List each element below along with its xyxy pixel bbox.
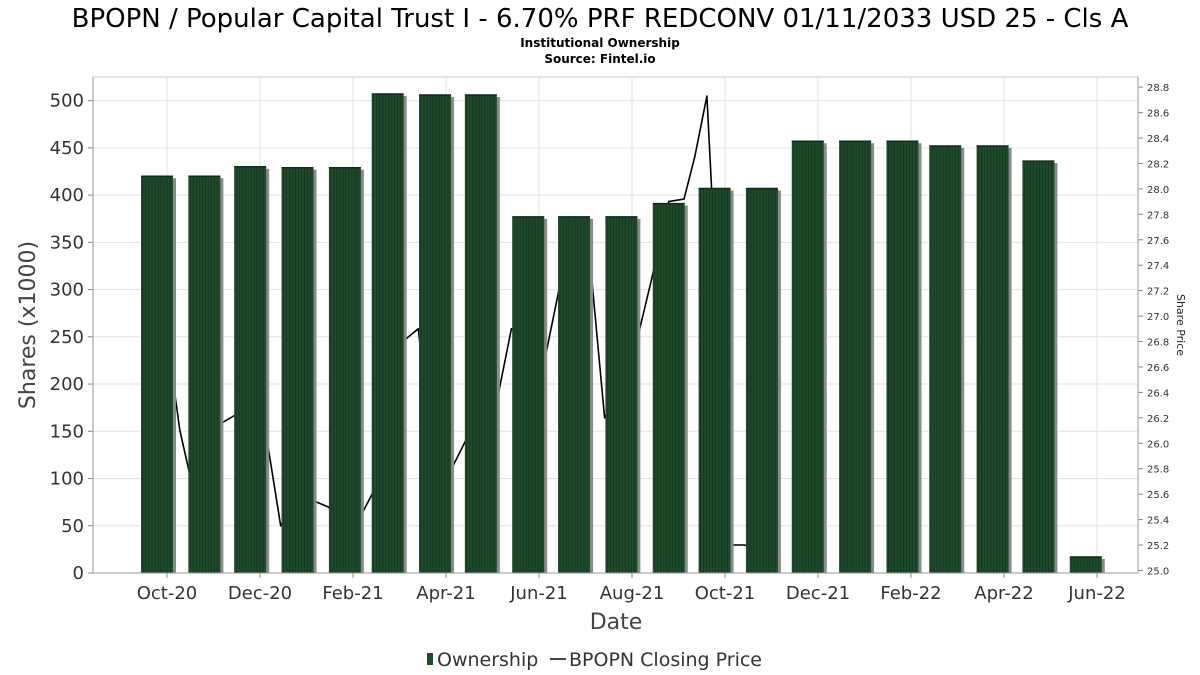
y2-tick-label: 27.2 <box>1147 287 1169 298</box>
price-point <box>510 328 513 330</box>
y2-tick-label: 26.2 <box>1147 414 1169 425</box>
tick-labels: 0 50 100 150 200 250 300 350 400 450 500 Oct-20 Dec-… <box>50 83 1170 604</box>
y2-tick-label: 28.6 <box>1147 109 1169 120</box>
bar <box>141 175 176 573</box>
price-point <box>683 198 685 200</box>
x-tick-label: Apr-22 <box>974 583 1033 604</box>
y2-tick-label: 27.6 <box>1147 236 1169 247</box>
y2-tick-label: 25.4 <box>1147 516 1169 527</box>
y-tick-label: 200 <box>50 374 84 395</box>
y-tick-label: 300 <box>50 280 84 301</box>
y-tick-label: 250 <box>50 327 84 348</box>
bar <box>605 216 641 573</box>
y-tick-label: 100 <box>50 469 84 490</box>
y2-tick-label: 28.8 <box>1147 83 1169 94</box>
chart-title: BPOPN / Popular Capital Trust I - 6.70% … <box>72 4 1129 34</box>
y-tick-label: 350 <box>50 232 84 253</box>
price-point <box>417 328 419 330</box>
y-tick-label: 0 <box>73 563 84 584</box>
x-tick-label: Apr-21 <box>416 583 475 604</box>
price-point <box>280 525 282 527</box>
bar <box>188 175 224 573</box>
y-axis-label: Shares (x1000) <box>16 241 41 409</box>
x-tick-label: Aug-21 <box>600 583 665 604</box>
price-point <box>706 95 708 97</box>
price-point <box>668 201 670 203</box>
y2-tick-label: 26.0 <box>1147 439 1169 450</box>
bar <box>419 94 455 574</box>
x-axis-label: Date <box>590 610 643 635</box>
x-tick-label: Dec-21 <box>786 583 850 604</box>
bar <box>328 166 364 573</box>
price-point <box>179 429 181 432</box>
y2-tick-label: 26.6 <box>1147 363 1169 374</box>
y2-tick-label: 28.2 <box>1147 159 1169 170</box>
legend: Ownership BPOPN Closing Price <box>427 649 762 671</box>
bar <box>371 93 407 574</box>
bar <box>464 94 500 574</box>
bar <box>1022 160 1058 574</box>
bar <box>886 140 922 573</box>
y2-tick-label: 27.0 <box>1147 312 1169 323</box>
x-tick-label: Feb-22 <box>880 583 941 604</box>
bar <box>512 216 548 573</box>
price-point <box>327 506 329 508</box>
x-tick-label: Oct-21 <box>695 583 756 604</box>
y-tick-label: 500 <box>50 91 84 112</box>
bar <box>1069 556 1105 573</box>
price-point <box>694 156 696 158</box>
y2-tick-label: 25.0 <box>1147 566 1169 577</box>
bar <box>929 145 965 573</box>
bar <box>558 216 594 573</box>
bar <box>791 140 827 573</box>
price-point <box>603 417 606 419</box>
y2-tick-label: 28.4 <box>1147 134 1169 145</box>
bar <box>652 202 688 574</box>
y-tick-label: 450 <box>50 138 84 159</box>
x-tick-label: Jun-21 <box>509 583 568 604</box>
price-point <box>742 544 745 546</box>
x-tick-label: Dec-20 <box>228 583 292 604</box>
bar <box>281 166 317 573</box>
bar <box>839 140 875 573</box>
bar <box>745 187 781 573</box>
y2-tick-label: 27.4 <box>1147 261 1169 272</box>
x-tick-label: Oct-20 <box>137 583 198 604</box>
bar <box>234 166 270 573</box>
bar <box>698 187 734 573</box>
legend-ownership-label: Ownership <box>437 649 538 671</box>
y-tick-label: 50 <box>61 516 84 537</box>
x-tick-label: Jun-22 <box>1067 583 1126 604</box>
y2-tick-label: 25.6 <box>1147 490 1169 501</box>
y2-tick-label: 25.8 <box>1147 465 1169 476</box>
legend-ownership-swatch <box>427 653 433 665</box>
price-point <box>651 277 653 279</box>
y2-tick-label: 26.4 <box>1147 388 1169 399</box>
y-tick-label: 150 <box>50 421 84 442</box>
bars <box>141 93 1105 574</box>
x-tick-label: Feb-21 <box>322 583 383 604</box>
chart-source: Source: Fintel.io <box>544 52 655 66</box>
axes <box>88 77 1143 578</box>
y2-axis-label: Share Price <box>1174 294 1187 356</box>
y-tick-label: 400 <box>50 185 84 206</box>
y2-tick-label: 25.2 <box>1147 541 1169 552</box>
y2-tick-label: 26.8 <box>1147 338 1169 349</box>
y2-tick-label: 27.8 <box>1147 210 1169 221</box>
bar <box>976 145 1012 573</box>
legend-price-label: BPOPN Closing Price <box>569 649 762 671</box>
chart-subtitle: Institutional Ownership <box>520 36 680 50</box>
y2-tick-label: 28.0 <box>1147 185 1169 196</box>
